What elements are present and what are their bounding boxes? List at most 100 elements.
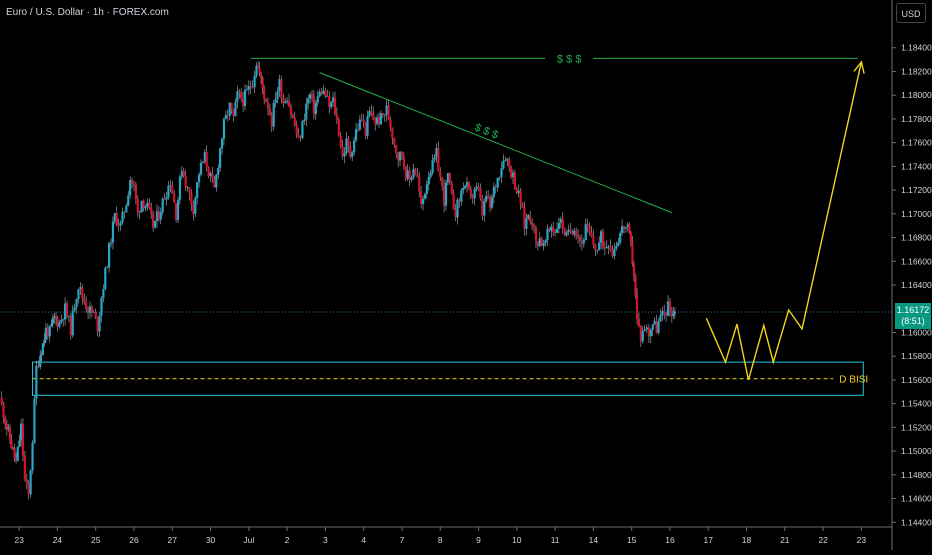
candle-body [477, 186, 480, 189]
candle-body [276, 91, 279, 100]
candle-body [259, 72, 263, 78]
candle-body [194, 197, 197, 214]
candle-body [381, 113, 384, 116]
candle-body [552, 226, 555, 232]
candle-body [146, 202, 149, 207]
candle-body [44, 327, 48, 340]
time-tick-label: 7 [400, 535, 405, 545]
candle-body [509, 166, 513, 178]
candle-body [670, 309, 673, 317]
candle-body [23, 455, 26, 480]
candle-body [67, 315, 71, 317]
candle-body [596, 249, 599, 251]
candle-body [104, 267, 107, 290]
candle-body [274, 99, 277, 103]
candle-body [40, 354, 43, 356]
candle-body [429, 172, 432, 178]
candle-body [222, 118, 226, 139]
candle-body [569, 229, 572, 232]
candles-layer [0, 60, 677, 500]
candle-body [594, 244, 597, 251]
candle-body [406, 170, 409, 179]
candle-body [286, 100, 289, 102]
candle-body [372, 113, 375, 120]
candle-body [152, 213, 155, 228]
candle-body [523, 207, 526, 229]
candle-body [178, 176, 182, 200]
candle-body [626, 224, 629, 228]
candle-body [299, 137, 302, 139]
candle-body [538, 238, 541, 247]
candle-body [39, 355, 42, 367]
candle-body [529, 215, 532, 223]
candle-body [65, 303, 69, 317]
candle-body [175, 203, 178, 221]
candle-body [94, 312, 97, 318]
drawings-layer[interactable]: $ $ $$ $ $ [0, 51, 892, 381]
projection-path[interactable] [705, 61, 863, 381]
price-tick-label: 1.17600 [901, 138, 932, 148]
candle-body [540, 238, 543, 246]
candle-body [318, 91, 321, 97]
candle-body [136, 198, 139, 213]
candle-body [578, 237, 582, 242]
time-tick-label: 18 [742, 535, 752, 545]
candle-body [548, 228, 551, 231]
candle-body [531, 222, 534, 226]
candle-body [33, 398, 36, 443]
candle-body [121, 211, 124, 223]
candle-body [609, 246, 612, 250]
candle-body [576, 235, 580, 238]
candle-body [450, 182, 453, 194]
candle-body [532, 225, 536, 228]
candle-body [63, 303, 67, 320]
candle-body [632, 264, 636, 276]
candle-body [599, 231, 603, 243]
candle-body [517, 190, 520, 194]
currency-button[interactable]: USD [896, 3, 926, 23]
candle-body [442, 185, 446, 206]
candle-body [196, 182, 199, 198]
candle-body [184, 175, 187, 188]
candle-body [31, 442, 34, 471]
candle-body [404, 166, 407, 179]
time-tick-label: 14 [589, 535, 599, 545]
price-tick-label: 1.15000 [901, 446, 932, 456]
candle-body [190, 194, 193, 205]
price-tick-label: 1.15600 [901, 375, 932, 385]
candle-body [96, 317, 99, 332]
candle-body [458, 199, 461, 202]
candle-body [651, 324, 654, 331]
candle-body [115, 213, 118, 226]
price-tick-label: 1.14600 [901, 494, 932, 504]
candle-body [88, 306, 92, 313]
candle-body [481, 198, 484, 216]
candle-body [464, 185, 467, 189]
price-tick-label: 1.16600 [901, 256, 932, 266]
candle-body [243, 89, 247, 107]
price-tick-label: 1.18400 [901, 43, 932, 53]
candle-body [165, 197, 168, 200]
candle-body [86, 309, 90, 313]
candle-body [615, 245, 618, 249]
descending-trendline[interactable] [319, 72, 673, 214]
candle-body [83, 298, 86, 303]
candle-body [37, 365, 40, 367]
candle-body [18, 440, 21, 447]
projection-arrowhead [853, 60, 865, 74]
candle-body [364, 121, 367, 137]
candle-body [502, 160, 505, 169]
candle-body [167, 185, 170, 198]
candle-body [0, 397, 3, 404]
candle-body [653, 320, 656, 325]
candle-body [71, 310, 74, 336]
candle-body [219, 148, 222, 168]
candle-body [452, 193, 455, 210]
candle-body [111, 221, 115, 243]
candle-body [282, 98, 285, 104]
time-tick-label: 4 [361, 535, 366, 545]
price-tick-label: 1.16000 [901, 327, 932, 337]
candle-body [379, 113, 383, 125]
